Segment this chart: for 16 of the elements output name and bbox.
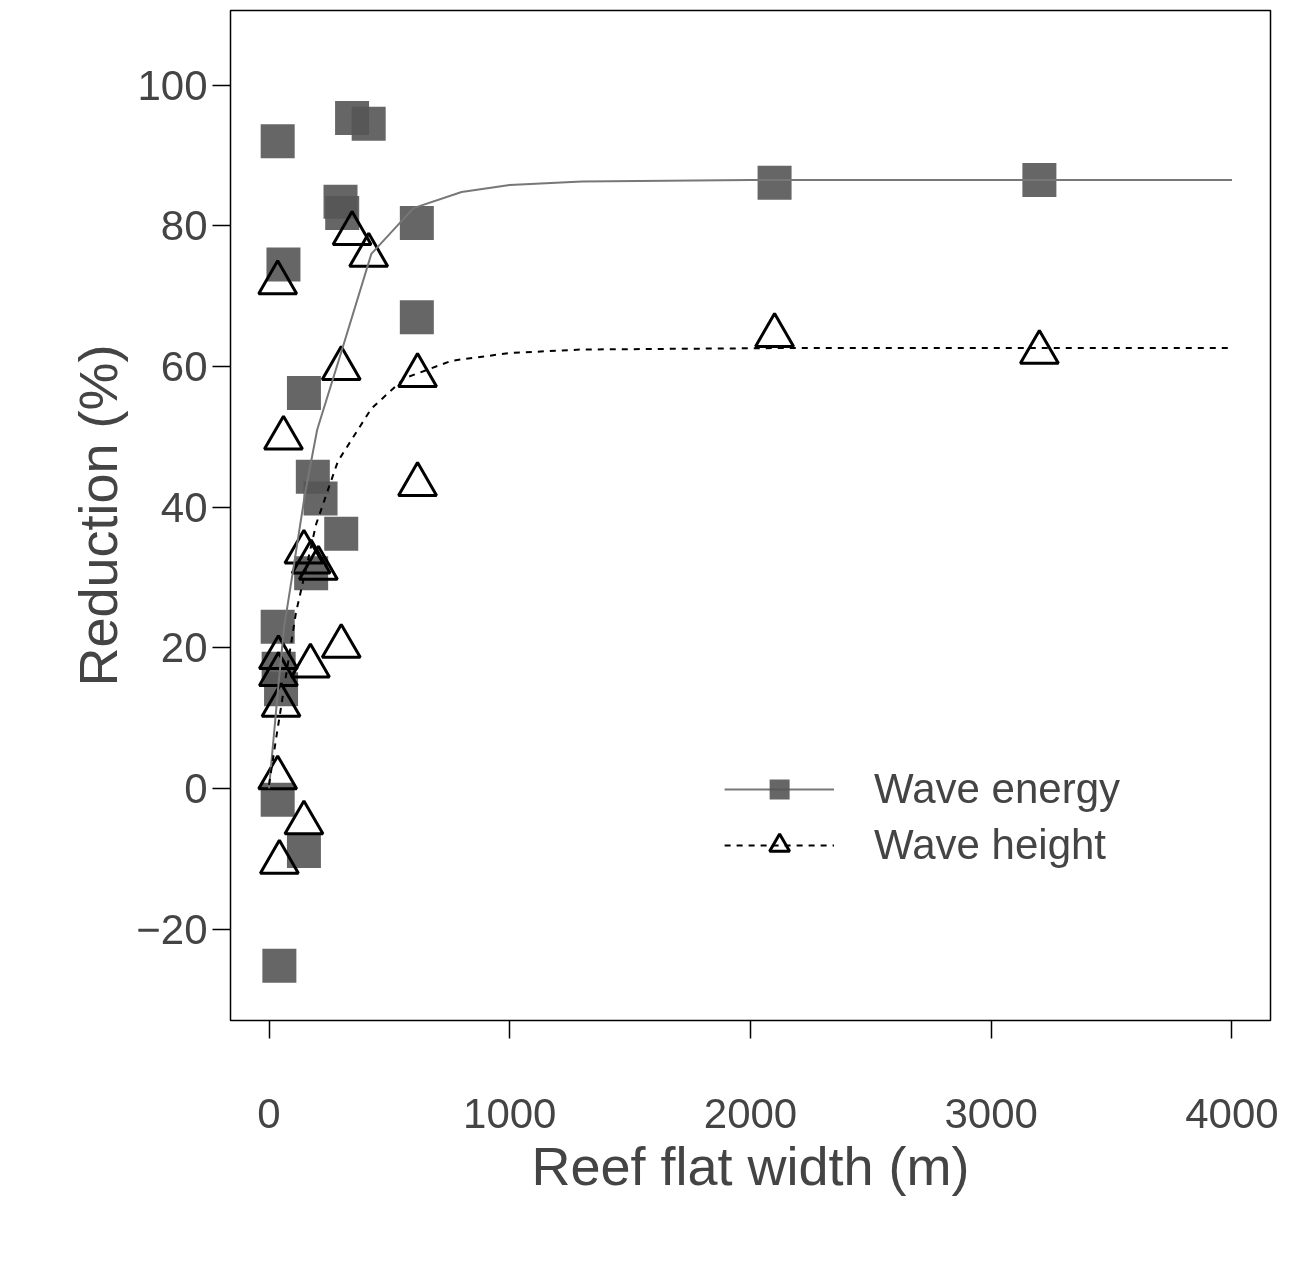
x-axis-title: Reef flat width (m)	[531, 1135, 970, 1196]
x-tick-label: 2000	[703, 1089, 798, 1137]
x-tick-label: 0	[257, 1089, 281, 1137]
y-tick-label: −20	[136, 905, 208, 953]
y-tick-label: 60	[160, 342, 208, 390]
y-tick-label: 40	[160, 483, 208, 531]
legend-label: Wave energy	[874, 765, 1120, 813]
legend-label: Wave height	[874, 821, 1107, 869]
x-tick-label: 3000	[944, 1089, 1038, 1137]
y-axis-title: Reduction (%)	[68, 344, 129, 687]
x-tick-label: 4000	[1185, 1089, 1279, 1137]
y-tick-label: 80	[160, 202, 208, 250]
y-tick-label: 0	[184, 764, 208, 812]
y-tick-label: 100	[137, 61, 208, 109]
y-tick-label: 20	[160, 624, 208, 672]
x-tick-label: 1000	[463, 1089, 557, 1137]
